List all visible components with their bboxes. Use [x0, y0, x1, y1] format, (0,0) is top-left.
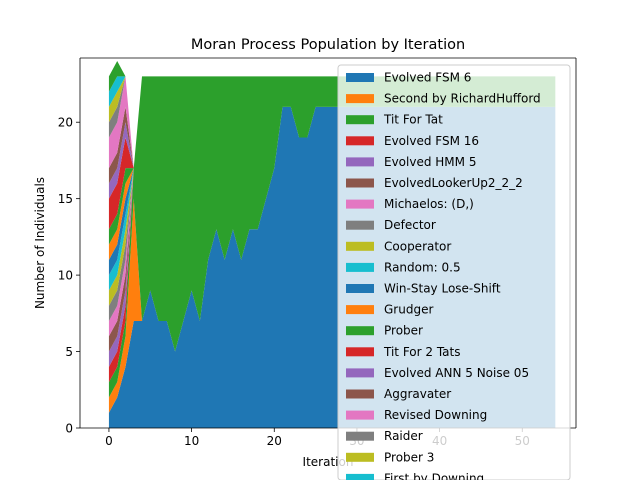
- legend-entry-label: Grudger: [384, 303, 433, 317]
- legend-swatch: [346, 178, 374, 188]
- legend-swatch: [346, 262, 374, 272]
- legend-swatch: [346, 431, 374, 441]
- legend-swatch: [346, 452, 374, 462]
- legend-swatch: [346, 347, 374, 357]
- legend-entry-label: Evolved HMM 5: [384, 155, 476, 169]
- y-axis-ticks: 0 5 10 15 20: [58, 116, 80, 436]
- legend-swatch: [346, 305, 374, 315]
- y-tick-label: 20: [58, 116, 73, 130]
- legend-swatch: [346, 199, 374, 209]
- legend-entry-label: Prober 3: [384, 450, 434, 464]
- legend-swatch: [346, 241, 374, 251]
- legend-entry-label: Michaelos: (D,): [384, 197, 474, 211]
- y-tick-label: 5: [65, 345, 73, 359]
- legend-swatch: [346, 136, 374, 146]
- legend-entry-label: Aggravater: [384, 387, 451, 401]
- legend-swatch: [346, 326, 374, 336]
- area-series-tit-for-tat-2: [108, 76, 556, 398]
- y-axis-label: Number of Individuals: [33, 177, 47, 309]
- legend-swatch: [346, 94, 374, 104]
- legend-entry-label: Raider: [384, 429, 423, 443]
- legend-swatch: [346, 473, 374, 480]
- legend-box: [337, 64, 571, 480]
- legend: Evolved FSM 6 Second by RichardHufford Tit…: [337, 64, 571, 480]
- x-tick-label: 20: [267, 434, 282, 448]
- y-tick-label: 0: [65, 422, 73, 436]
- x-tick-label: 10: [184, 434, 199, 448]
- legend-entry-label: Evolved FSM 6: [384, 71, 471, 85]
- legend-swatch: [346, 220, 374, 230]
- chart-title: Moran Process Population by Iteration: [191, 37, 465, 53]
- legend-entry-label: EvolvedLookerUp2_2_2: [384, 176, 523, 190]
- legend-swatch: [346, 410, 374, 420]
- legend-entry-label: Revised Downing: [384, 408, 487, 422]
- legend-entry-label: Win-Stay Lose-Shift: [384, 282, 501, 296]
- legend-entry-label: First by Downing: [384, 471, 484, 480]
- legend-entry-label: Tit For Tat: [383, 113, 443, 127]
- legend-entry-label: Evolved ANN 5 Noise 05: [384, 366, 529, 380]
- legend-swatch: [346, 115, 374, 125]
- legend-entry-label: Cooperator: [384, 239, 451, 253]
- y-tick-label: 15: [58, 192, 73, 206]
- legend-entry-label: Random: 0.5: [384, 260, 461, 274]
- legend-entry-label: Second by RichardHufford: [384, 92, 541, 106]
- legend-swatch: [346, 73, 374, 82]
- legend-swatch: [346, 284, 374, 293]
- x-tick-label: 0: [105, 434, 113, 448]
- y-tick-label: 10: [58, 269, 73, 283]
- legend-entry-label: Tit For 2 Tats: [383, 345, 460, 359]
- legend-swatch: [346, 389, 374, 399]
- legend-entry-label: Prober: [384, 324, 423, 338]
- legend-entry-label: Defector: [384, 218, 436, 232]
- legend-entry-label: Evolved FSM 16: [384, 134, 479, 148]
- legend-swatch: [346, 368, 374, 378]
- legend-swatch: [346, 157, 374, 167]
